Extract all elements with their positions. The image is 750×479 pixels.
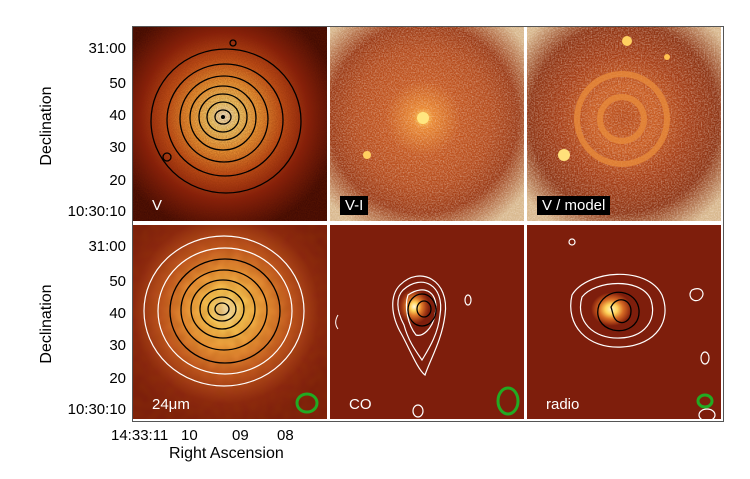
panel-v-i: V-I xyxy=(330,27,524,221)
panel-co: CO xyxy=(330,225,524,419)
y-axis-label-top: Declination xyxy=(38,86,55,166)
x-tick-1: 10 xyxy=(181,427,198,444)
panel-label-co: CO xyxy=(349,396,372,413)
v-i-image xyxy=(330,27,524,221)
panel-label-v: V xyxy=(152,197,163,214)
panel-label-v-i: V-I xyxy=(340,196,369,215)
v-band-image xyxy=(133,27,327,221)
beam-ellipse-24um xyxy=(295,392,319,414)
x-axis-label: Right Ascension xyxy=(169,445,284,462)
x-tick-0: 14:33:11 xyxy=(111,427,169,444)
y-tick-top-2: 40 xyxy=(109,107,126,124)
y-tick-top-4: 20 xyxy=(109,172,126,189)
beam-ellipse-radio xyxy=(696,393,714,409)
y-tick-bottom-4: 20 xyxy=(109,370,126,387)
panel-radio: radio xyxy=(527,225,721,419)
beam-ellipse-co xyxy=(496,386,520,416)
y-tick-bottom-2: 40 xyxy=(109,305,126,322)
panel-24um: 24μm xyxy=(133,225,327,419)
y-tick-top-3: 30 xyxy=(109,139,126,156)
radio-image xyxy=(527,225,721,419)
y-axis-label-bottom: Declination xyxy=(38,284,55,364)
panel-label-v-model: V / model xyxy=(537,196,611,215)
24um-image xyxy=(133,225,327,419)
y-tick-bottom-0: 31:00 xyxy=(88,238,126,255)
y-tick-bottom-3: 30 xyxy=(109,337,126,354)
panel-v-model: V / model xyxy=(527,27,721,221)
panel-label-radio: radio xyxy=(546,396,580,413)
co-image xyxy=(330,225,524,419)
y-tick-bottom-1: 50 xyxy=(109,273,126,290)
panel-v-band: V xyxy=(133,27,327,221)
y-tick-top-5: 10:30:10 xyxy=(67,203,126,220)
y-tick-bottom-5: 10:30:10 xyxy=(67,401,126,418)
panel-label-24um: 24μm xyxy=(152,396,190,413)
y-tick-top-1: 50 xyxy=(109,75,126,92)
v-model-image xyxy=(527,27,721,221)
y-tick-top-0: 31:00 xyxy=(88,40,126,57)
x-tick-3: 08 xyxy=(277,427,294,444)
x-tick-2: 09 xyxy=(232,427,249,444)
